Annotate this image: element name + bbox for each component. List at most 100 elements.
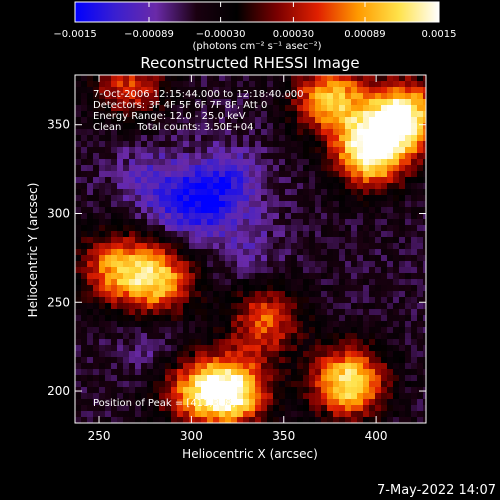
heatmap-cell [261,105,267,111]
heatmap-cell [387,279,393,285]
heatmap-cell [111,195,117,201]
heatmap-cell [267,309,273,315]
heatmap-cell [309,207,315,213]
heatmap-cell [351,195,357,201]
heatmap-cell [399,363,405,369]
heatmap-cell [159,267,165,273]
heatmap-cell [339,327,345,333]
heatmap-cell [417,189,423,195]
heatmap-cell [363,225,369,231]
heatmap-cell [279,327,285,333]
heatmap-cell [93,267,99,273]
heatmap-cell [381,177,387,183]
heatmap-cell [321,81,327,87]
heatmap-cell [363,309,369,315]
heatmap-cell [405,177,411,183]
heatmap-cell [213,327,219,333]
heatmap-cell [207,255,213,261]
heatmap-cell [345,363,351,369]
heatmap-cell [201,387,207,393]
heatmap-cell [201,333,207,339]
heatmap-cell [345,75,351,81]
heatmap-cell [87,381,93,387]
heatmap-cell [255,237,261,243]
heatmap-cell [213,165,219,171]
heatmap-cell [315,237,321,243]
heatmap-cell [411,75,417,81]
heatmap-cell [93,105,99,111]
heatmap-cell [291,387,297,393]
heatmap-cell [99,351,105,357]
heatmap-cell [237,141,243,147]
heatmap-cell [333,231,339,237]
heatmap-cell [375,147,381,153]
heatmap-cell [237,339,243,345]
heatmap-cell [141,201,147,207]
heatmap-cell [315,243,321,249]
heatmap-cell [171,219,177,225]
heatmap-cell [159,123,165,129]
heatmap-cell [81,201,87,207]
heatmap-cell [177,141,183,147]
heatmap-cell [417,165,423,171]
heatmap-cell [405,369,411,375]
heatmap-cell [267,303,273,309]
heatmap-cell [321,189,327,195]
heatmap-cell [231,333,237,339]
heatmap-cell [285,303,291,309]
heatmap-cell [123,207,129,213]
heatmap-cell [195,285,201,291]
heatmap-cell [117,351,123,357]
heatmap-cell [375,111,381,117]
heatmap-cell [105,285,111,291]
heatmap-cell [321,93,327,99]
heatmap-cell [99,345,105,351]
heatmap-cell [183,309,189,315]
heatmap-cell [123,201,129,207]
heatmap-cell [303,87,309,93]
heatmap-cell [369,117,375,123]
heatmap-cell [123,81,129,87]
heatmap-cell [399,411,405,417]
heatmap-cell [207,99,213,105]
heatmap-cell [195,81,201,87]
heatmap-cell [303,321,309,327]
heatmap-cell [87,285,93,291]
heatmap-cell [99,117,105,123]
heatmap-cell [333,153,339,159]
heatmap-cell [237,111,243,117]
heatmap-cell [327,147,333,153]
heatmap-cell [315,255,321,261]
heatmap-cell [189,279,195,285]
heatmap-cell [75,363,81,369]
heatmap-cell [285,105,291,111]
annotation-energy-range: Energy Range: 12.0 - 25.0 keV [93,111,246,122]
heatmap-cell [189,219,195,225]
heatmap-cell [129,201,135,207]
heatmap-cell [327,417,333,423]
heatmap-cell [159,303,165,309]
heatmap-cell [213,273,219,279]
heatmap-cell [135,303,141,309]
heatmap-cell [189,255,195,261]
heatmap-cell [195,87,201,93]
heatmap-cell [375,267,381,273]
heatmap-cell [171,315,177,321]
heatmap-cell [267,93,273,99]
heatmap-cell [213,357,219,363]
heatmap-cell [357,387,363,393]
heatmap-cell [153,309,159,315]
heatmap-cell [207,291,213,297]
heatmap-cell [357,273,363,279]
heatmap-cell [273,87,279,93]
heatmap-cell [321,327,327,333]
heatmap-cell [333,105,339,111]
heatmap-cell [123,231,129,237]
heatmap-cell [327,351,333,357]
heatmap-cell [393,99,399,105]
heatmap-cell [153,285,159,291]
heatmap-cell [393,171,399,177]
heatmap-cell [393,309,399,315]
heatmap-cell [279,117,285,123]
heatmap-cell [141,393,147,399]
